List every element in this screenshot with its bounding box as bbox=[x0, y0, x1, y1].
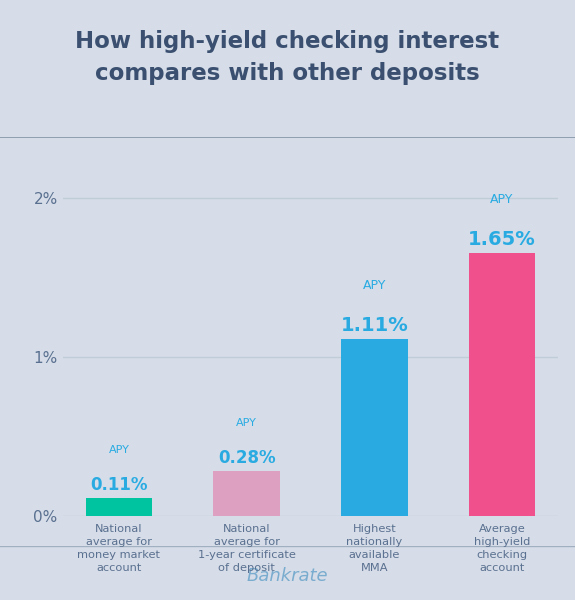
Bar bbox=[213, 472, 280, 516]
Text: APY: APY bbox=[363, 279, 386, 292]
Bar bbox=[86, 499, 152, 516]
Text: 0.11%: 0.11% bbox=[90, 476, 148, 494]
Text: APY: APY bbox=[109, 445, 129, 455]
Text: APY: APY bbox=[236, 418, 257, 428]
Text: 1.65%: 1.65% bbox=[468, 230, 536, 248]
Bar bbox=[341, 340, 408, 516]
Text: Bankrate: Bankrate bbox=[247, 566, 328, 584]
Bar bbox=[469, 253, 535, 516]
Text: APY: APY bbox=[490, 193, 513, 206]
Text: How high-yield checking interest
compares with other deposits: How high-yield checking interest compare… bbox=[75, 31, 500, 85]
Text: 1.11%: 1.11% bbox=[340, 316, 408, 335]
Text: 0.28%: 0.28% bbox=[218, 449, 275, 467]
